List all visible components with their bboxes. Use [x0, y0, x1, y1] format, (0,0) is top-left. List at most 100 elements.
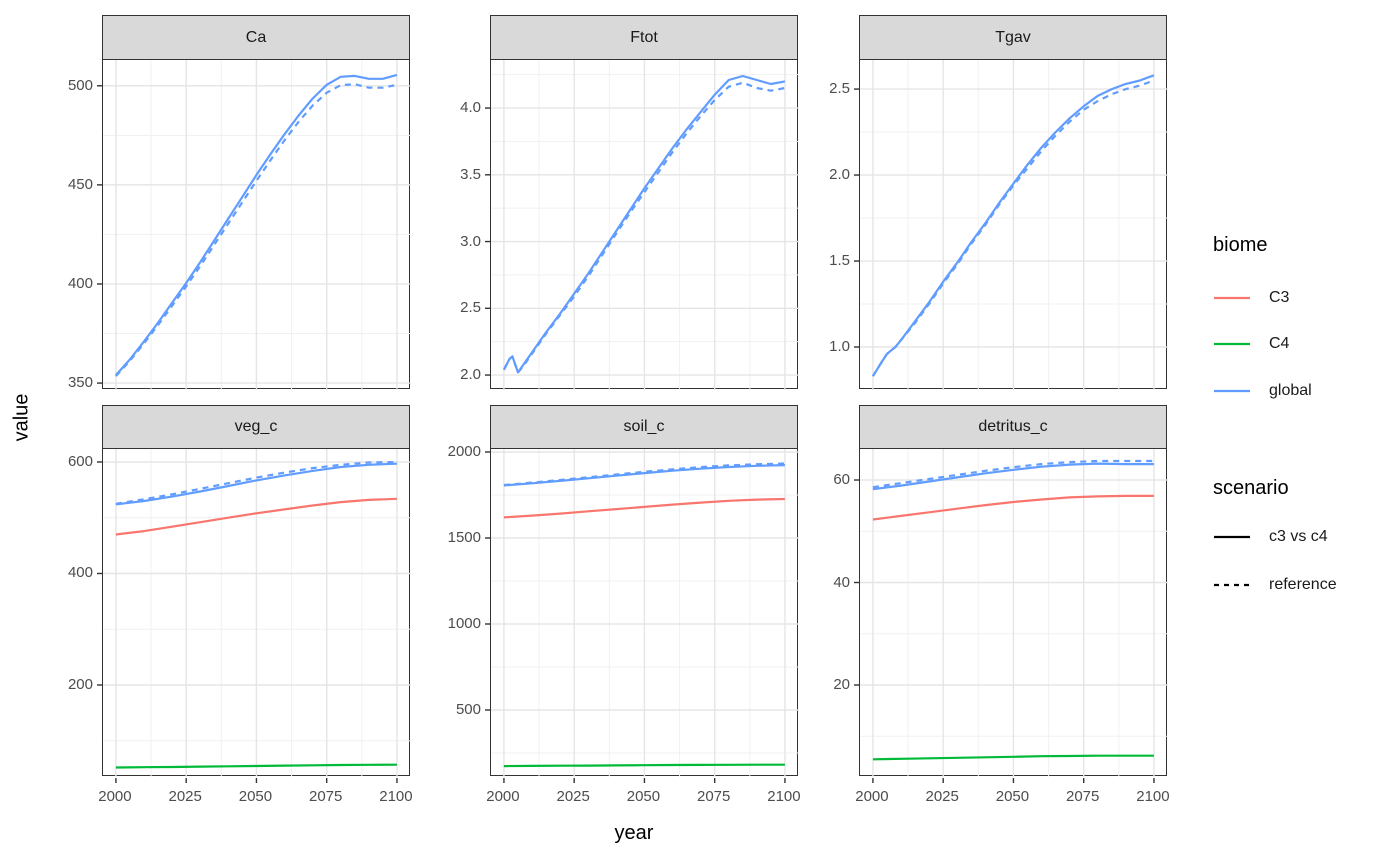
legend-key-global-line-icon: [1214, 389, 1250, 393]
y-tick-label: 2.0: [829, 166, 850, 184]
legend-item-c3-vs-c4: c3 vs c4: [1213, 525, 1328, 549]
legend-label-c3-vs-c4: c3 vs c4: [1269, 528, 1328, 545]
y-tick-label: 40: [833, 573, 850, 591]
y-tick-label: 450: [67, 175, 93, 193]
y-tick-label: 1500: [447, 528, 481, 546]
series-line-global-reference: [503, 462, 785, 486]
y-tick-label: 500: [455, 701, 481, 718]
legend-key-dashed-line-icon: [1214, 583, 1250, 587]
x-tick-label: 2050: [626, 788, 661, 805]
plot-area-veg-c: [97, 447, 411, 783]
plot-svg-veg-c: [97, 448, 411, 783]
facet-strip-ftot: Ftot: [490, 15, 798, 60]
series-line-global-reference: [872, 459, 1154, 488]
facet-strip-detritus-c: detritus_c: [859, 405, 1167, 449]
y-tick-label: 200: [67, 676, 93, 693]
x-tick-label: 2100: [379, 788, 413, 805]
y-tick-label: 2.0: [460, 366, 481, 384]
facet-strip-ca: Ca: [102, 15, 410, 60]
y-tick-label: 2000: [447, 442, 481, 460]
legend-label-c3: C3: [1269, 289, 1290, 306]
series-line-global-c3-vs-c4: [115, 73, 398, 376]
y-tick-label: 4.0: [460, 99, 481, 117]
series-line-c4-c3-vs-c4: [115, 763, 397, 769]
legend-key-c4-line-icon: [1214, 342, 1250, 346]
plot-area-ftot: [485, 58, 799, 390]
legend-item-c4: C4: [1213, 332, 1289, 356]
y-tick-label: 400: [67, 564, 93, 582]
series-line-global-c3-vs-c4: [871, 73, 1155, 377]
plot-svg-soil-c: [485, 448, 799, 783]
facet-panel-ftot: Ftot 2.0 2.5 3.0 3.5 4.0: [460, 15, 799, 390]
legend-item-global: global: [1213, 379, 1312, 403]
legend: biome C3 C4 global scenario c3 vs c4: [1213, 0, 1400, 865]
series-line-global-reference: [115, 460, 397, 505]
y-tick-label: 1.5: [829, 252, 850, 270]
y-tick-label: 400: [67, 274, 93, 292]
series-line-global-reference: [871, 79, 1155, 377]
x-tick-label: 2100: [1136, 788, 1170, 805]
y-axis-title: value: [10, 393, 33, 442]
legend-item-c3: C3: [1213, 286, 1289, 310]
legend-label-c4: C4: [1269, 335, 1290, 352]
series-line-global-c3-vs-c4: [115, 462, 397, 506]
x-tick-label: 2075: [309, 788, 343, 805]
legend-title-scenario: scenario: [1213, 477, 1289, 499]
y-tick-label: 2.5: [829, 80, 850, 98]
y-tick-label: 3.0: [460, 232, 481, 250]
legend-title-biome: biome: [1213, 234, 1268, 256]
x-tick-label: 2000: [855, 788, 889, 805]
facet-strip-soil-c: soil_c: [490, 405, 798, 449]
plot-area-soil-c: [485, 447, 799, 783]
facet-strip-veg-c: veg_c: [102, 405, 410, 449]
facet-panel-veg-c: veg_c 200 400 600 2000 2025 2050 2075 2100: [68, 405, 413, 805]
x-tick-label: 2000: [98, 788, 132, 805]
series-line-global-reference: [115, 82, 398, 377]
series-line-global-c3-vs-c4: [872, 462, 1154, 490]
x-tick-label: 2000: [486, 788, 520, 805]
y-tick-label: 3.5: [460, 165, 481, 183]
series-line-global-c3-vs-c4: [502, 74, 786, 374]
legend-key-c3-line-icon: [1214, 296, 1250, 300]
series-line-c4-c3-vs-c4: [872, 754, 1154, 761]
series-line-c3-c3-vs-c4: [503, 497, 785, 519]
series-line-global-reference: [502, 81, 786, 374]
facet-panel-soil-c: soil_c 500 1000 1500 2000 2000 2025 2050 2075 210…: [448, 405, 801, 805]
plot-svg-detritus-c: [854, 448, 1168, 783]
x-tick-label: 2025: [168, 788, 202, 805]
plot-area-detritus-c: [854, 447, 1168, 783]
plot-svg-tgav: [854, 59, 1168, 390]
y-tick-label: 500: [67, 76, 93, 94]
plot-svg-ca: [97, 59, 411, 390]
y-tick-label: 20: [833, 676, 850, 693]
plot-area-ca: [97, 58, 411, 390]
legend-label-global: global: [1269, 382, 1312, 399]
series-line-c4-c3-vs-c4: [503, 763, 785, 767]
x-tick-label: 2050: [238, 788, 273, 805]
series-line-c3-c3-vs-c4: [872, 494, 1154, 521]
y-tick-label: 1.0: [829, 338, 850, 355]
x-tick-label: 2075: [1066, 788, 1100, 805]
y-tick-label: 2.5: [460, 299, 481, 317]
legend-label-reference: reference: [1269, 576, 1337, 593]
facet-panel-ca: Ca 350 400 450 500: [68, 15, 411, 391]
y-tick-label: 600: [67, 452, 93, 470]
x-tick-label: 2025: [556, 788, 590, 805]
x-axis-title: year: [614, 822, 654, 844]
series-line-c3-c3-vs-c4: [115, 497, 397, 536]
x-tick-label: 2025: [925, 788, 959, 805]
plot-area-tgav: [854, 58, 1168, 390]
facet-panel-detritus-c: detritus_c 20 40 60 2000 2025 2050 2075 2100: [833, 405, 1170, 805]
legend-key-solid-line-icon: [1214, 535, 1250, 539]
y-tick-label: 60: [833, 471, 850, 488]
y-tick-label: 350: [67, 374, 93, 392]
facet-panel-tgav: Tgav 1.0 1.5 2.0 2.5: [829, 15, 1168, 390]
x-tick-label: 2100: [767, 788, 801, 805]
plot-svg-ftot: [485, 59, 799, 390]
y-tick-label: 1000: [447, 614, 481, 632]
x-tick-label: 2075: [697, 788, 731, 805]
x-tick-label: 2050: [995, 788, 1030, 805]
facet-strip-tgav: Tgav: [859, 15, 1167, 60]
legend-item-reference: reference: [1213, 573, 1337, 597]
